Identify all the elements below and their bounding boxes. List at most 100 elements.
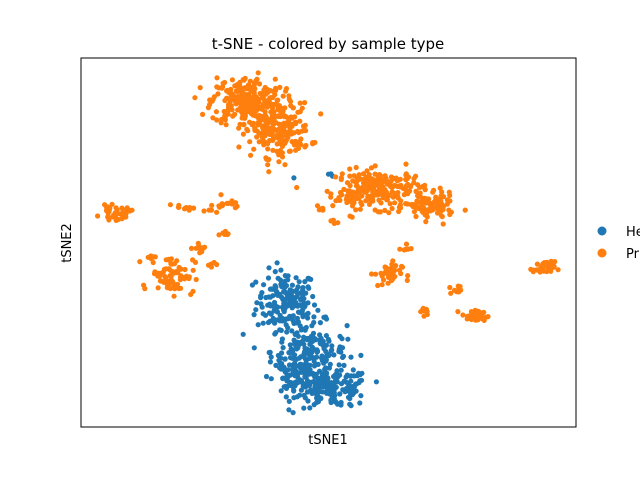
scatter-point-pr-439 (274, 141, 280, 147)
scatter-point-he-109 (275, 292, 281, 298)
scatter-point-he-353 (320, 342, 326, 349)
scatter-point-pr-1022 (447, 284, 453, 291)
scatter-point-pr-79 (240, 131, 246, 137)
scatter-point-he-141 (285, 316, 291, 322)
scatter-point-he-36 (254, 300, 260, 306)
scatter-point-pr-409 (276, 159, 282, 165)
scatter-point-pr-1081 (420, 307, 426, 313)
scatter-point-he-146 (301, 296, 307, 302)
scatter-point-pr-434 (269, 115, 275, 121)
scatter-point-pr-878 (162, 273, 168, 279)
scatter-point-he-380 (326, 365, 332, 371)
scatter-point-pr-680 (413, 188, 419, 195)
scatter-point-he-580 (291, 175, 297, 181)
scatter-point-pr-753 (431, 187, 437, 193)
scatter-point-pr-660 (403, 183, 409, 189)
scatter-point-pr-206 (277, 84, 283, 90)
scatter-point-pr-276 (297, 118, 303, 124)
scatter-point-pr-778 (337, 197, 343, 203)
scatter-point-pr-1047 (176, 202, 182, 208)
scatter-point-pr-371 (248, 152, 254, 158)
scatter-point-he-134 (294, 315, 300, 321)
scatter-point-pr-378 (255, 122, 261, 128)
scatter-point-he-359 (266, 349, 272, 356)
scatter-point-he-79 (315, 307, 321, 313)
scatter-point-he-159 (251, 312, 257, 318)
scatter-point-he-578 (289, 383, 295, 389)
scatter-point-he-498 (320, 389, 326, 395)
scatter-point-he-296 (294, 320, 300, 326)
scatter-point-he-158 (262, 312, 269, 318)
scatter-point-pr-210 (238, 93, 245, 99)
scatter-point-he-61 (296, 279, 302, 285)
scatter-point-he-576 (300, 383, 306, 390)
scatter-point-pr-368 (263, 155, 269, 161)
scatter-point-pr-258 (297, 100, 303, 106)
scatter-point-he-123 (263, 294, 269, 301)
scatter-point-pr-585 (382, 207, 388, 213)
scatter-point-pr-578 (392, 182, 398, 188)
scatter-point-pr-408 (281, 120, 287, 126)
scatter-point-he-415 (323, 365, 329, 371)
scatter-point-pr-516 (330, 203, 336, 209)
scatter-point-pr-625 (363, 198, 369, 204)
scatter-point-pr-1012 (471, 310, 477, 316)
scatter-point-pr-370 (251, 146, 257, 152)
scatter-point-pr-289 (236, 125, 242, 131)
scatter-point-pr-890 (182, 266, 188, 273)
scatter-point-he-250 (311, 363, 318, 369)
scatter-point-pr-449 (259, 133, 265, 139)
scatter-point-pr-442 (269, 105, 276, 111)
scatter-point-pr-966 (555, 267, 561, 273)
scatter-point-he-522 (286, 407, 292, 413)
scatter-point-pr-556 (390, 194, 396, 200)
scatter-point-he-346 (279, 336, 285, 342)
scatter-point-he-257 (268, 354, 274, 360)
legend-marker-pr (597, 248, 607, 258)
scatter-point-pr-975 (535, 267, 541, 273)
scatter-point-pr-745 (448, 209, 454, 215)
scatter-point-he-163 (267, 318, 273, 324)
scatter-point-pr-895 (174, 268, 180, 275)
scatter-point-pr-835 (155, 285, 161, 291)
scatter-point-pr-904 (163, 266, 169, 272)
scatter-point-he-461 (311, 402, 317, 408)
scatter-point-he-559 (273, 362, 279, 368)
scatter-point-pr-471 (366, 201, 373, 207)
scatter-point-pr-435 (260, 117, 266, 123)
scatter-point-pr-546 (338, 175, 344, 181)
scatter-point-he-560 (310, 371, 316, 377)
scatter-point-he-358 (312, 347, 318, 353)
scatter-point-he-237 (344, 323, 350, 329)
scatter-point-he-325 (310, 338, 316, 344)
plot-points (95, 70, 561, 416)
scatter-point-he-5 (253, 307, 259, 313)
scatter-point-he-549 (304, 378, 311, 384)
scatter-point-pr-346 (295, 109, 301, 115)
scatter-point-pr-430 (247, 97, 253, 103)
scatter-point-pr-1036 (188, 245, 195, 251)
scatter-point-pr-740 (424, 210, 430, 216)
scatter-point-he-78 (275, 275, 281, 281)
scatter-point-he-297 (301, 334, 307, 340)
scatter-point-pr-776 (328, 194, 334, 200)
scatter-point-pr-196 (222, 79, 228, 86)
scatter-point-pr-236 (256, 81, 263, 87)
scatter-point-he-307 (307, 355, 313, 361)
scatter-point-pr-742 (462, 207, 468, 213)
scatter-point-he-112 (305, 284, 311, 290)
scatter-point-he-322 (311, 319, 317, 326)
scatter-point-he-254 (297, 323, 303, 329)
scatter-point-pr-1038 (202, 244, 208, 250)
scatter-point-pr-228 (250, 100, 256, 107)
scatter-point-pr-536 (359, 202, 365, 208)
scatter-point-pr-182 (228, 103, 234, 109)
scatter-point-he-562 (284, 373, 290, 380)
scatter-point-pr-484 (347, 173, 353, 179)
scatter-point-he-274 (287, 342, 293, 348)
scatter-point-he-328 (298, 327, 304, 333)
scatter-point-he-565 (323, 370, 330, 377)
legend: He Pr (597, 225, 640, 262)
scatter-point-pr-643 (403, 161, 409, 167)
scatter-point-pr-899 (142, 286, 148, 292)
